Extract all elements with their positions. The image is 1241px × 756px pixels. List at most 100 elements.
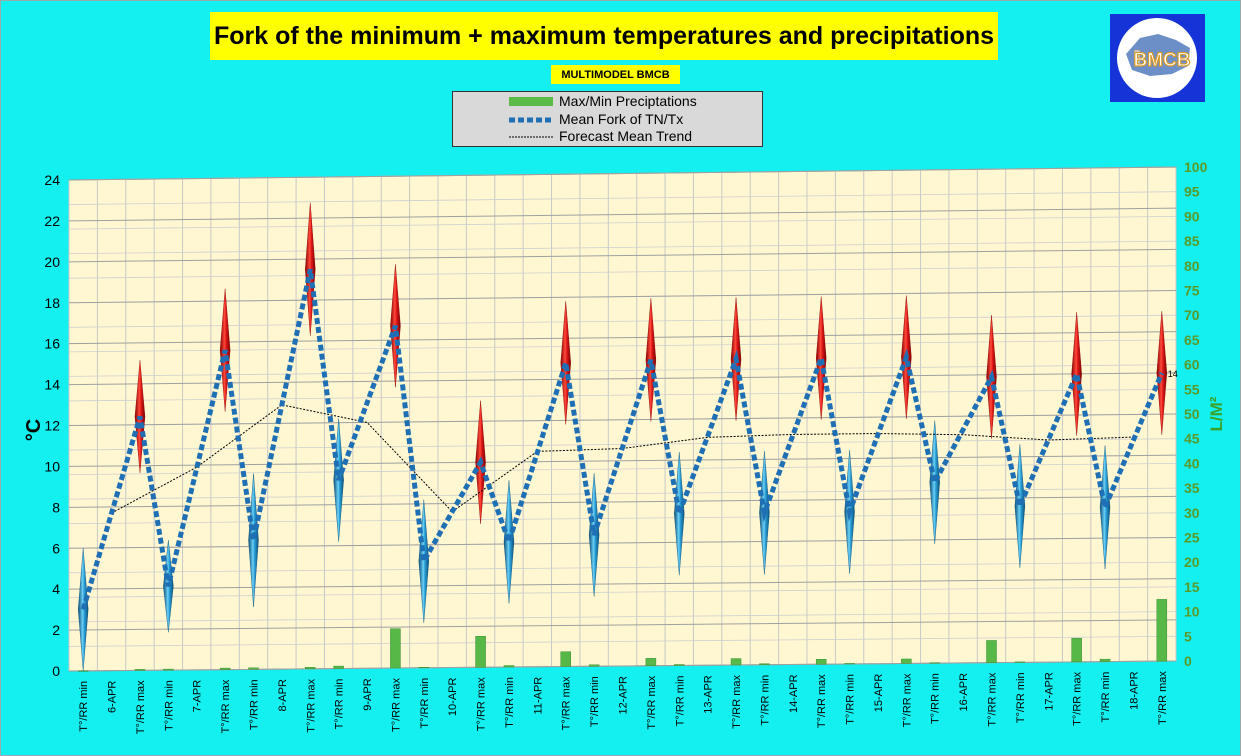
grid-line-horizontal-minor [68,216,1177,230]
y-tick-label: 12 [44,418,60,434]
x-tick-label: 14-APR [788,674,800,713]
precip-bar [901,658,912,664]
x-tick-label: T°/RR max [1157,671,1169,725]
x-tick-label: 15-APR [873,674,885,713]
x-tick-label: 12-APR [618,676,630,715]
grid-line-horizontal [68,166,1177,181]
precip-bar [219,667,231,670]
x-tick-label: T°/RR min [674,675,686,726]
x-tick-label: T°/RR min [163,680,175,731]
x-tick-label: T°/RR min [930,673,942,724]
y2-tick-label: 10 [1184,604,1200,620]
precip-bar [333,665,344,669]
x-tick-label: T°/RR min [589,676,601,727]
precip-bar [1071,637,1082,663]
precip-bar [390,628,401,669]
x-tick-label: 8-APR [277,679,289,711]
precip-bar [929,662,940,664]
y-tick-label: 16 [44,336,60,352]
logo-text: BMCB [1134,50,1191,71]
y2-tick-label: 45 [1184,431,1200,447]
x-tick-label: T°/RR min [1100,672,1112,723]
precip-bar [815,659,827,665]
precip-bar [560,651,571,667]
grid-line-horizontal-minor [68,635,1177,647]
x-tick-label: 16-APR [958,673,970,712]
grid-line-horizontal [68,248,1177,263]
x-tick-label: T°/RR max [305,678,317,732]
x-tick-label: 18-APR [1128,671,1140,710]
precip-bar [1156,599,1168,662]
precip-bar [1099,658,1111,662]
y2-tick-label: 70 [1184,307,1200,323]
y2-tick-label: 60 [1184,357,1200,373]
precip-bar [305,667,316,670]
y2-tick-label: 95 [1184,184,1200,200]
x-tick-label: 6-APR [107,681,119,713]
x-tick-label: T°/RR min [78,681,90,732]
x-tick-label: T°/RR min [334,679,346,730]
min-temp-spike [77,548,89,671]
x-tick-label: 7-APR [192,680,204,712]
precip-bar [134,669,146,671]
precipitation-bars [77,599,1168,672]
y2-tick-label: 75 [1184,283,1200,299]
y2-tick-label: 25 [1184,530,1200,546]
y-tick-label: 8 [52,499,60,515]
y-tick-label: 14 [44,377,60,393]
legend-label-precipitation: Max/Min Preciptations [559,93,697,109]
precip-bar [77,670,89,672]
legend-item-mean-fork: Mean Fork of TN/Tx [453,111,762,128]
y-tick-label: 22 [44,213,60,229]
precip-bar [674,664,685,666]
x-tick-label: T°/RR min [504,677,516,728]
x-tick-label: T°/RR min [419,678,431,729]
y-tick-label: 6 [52,540,60,556]
mean-fork-line [80,268,1165,611]
x-tick-label: T°/RR min [249,679,261,730]
x-tick-label: T°/RR min [759,675,771,726]
chart-title: Fork of the minimum + maximum temperatur… [210,12,998,60]
x-tick-label: 9-APR [362,678,374,710]
precip-bar [248,667,259,670]
y2-tick-label: 15 [1184,579,1200,595]
grid-line-horizontal [68,454,1177,467]
y2-tick-label: 40 [1184,455,1200,471]
y2-tick-label: 55 [1184,381,1200,397]
y-axis-right-title: L/M² [1207,396,1226,431]
grid-line-horizontal-minor [68,611,1177,623]
legend-item-trend: Forecast Mean Trend [453,128,762,145]
x-tick-label: T°/RR min [1015,672,1027,723]
x-tick-label: T°/RR max [561,676,573,730]
y-axis-left-title: °C [23,419,45,441]
precip-bar [418,667,430,669]
bmcb-logo: BMCB [1110,14,1205,102]
precip-bar [986,640,997,663]
x-tick-label: 17-APR [1043,672,1055,711]
x-tick-label: T°/RR max [476,677,488,731]
y2-tick-label: 100 [1184,159,1208,175]
max-temp-spike [1071,312,1082,436]
y2-tick-label: 20 [1184,554,1200,570]
y-tick-label: 24 [44,172,60,188]
x-tick-label: T°/RR min [845,674,857,725]
y2-tick-label: 65 [1184,332,1200,348]
chart-subtitle: MULTIMODEL BMCB [551,65,680,84]
y2-tick-label: 5 [1184,628,1192,644]
legend-label-mean-fork: Mean Fork of TN/Tx [559,111,684,127]
grid [68,166,1177,672]
grid-line-horizontal [68,290,1177,304]
y-tick-label: 20 [44,254,60,270]
y2-tick-label: 90 [1184,208,1200,224]
max-temp-spike [815,296,827,420]
precip-bar [503,665,515,668]
y2-tick-label: 85 [1184,233,1200,249]
y2-tick-label: 80 [1184,258,1200,274]
precip-bar [759,663,770,665]
last-value-label: 14 [1168,369,1178,379]
precip-bar [730,658,742,666]
max-temp-spike [1156,311,1168,435]
min-temp-spike [503,480,515,604]
